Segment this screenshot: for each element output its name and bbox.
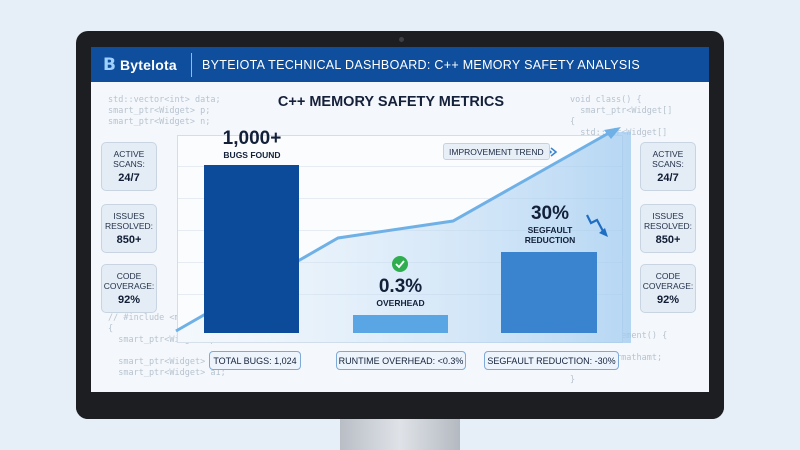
- code-snippet-top-left: std::vector<int> data; smart_ptr<Widget>…: [108, 95, 221, 127]
- check-mark-icon: [395, 260, 405, 269]
- stat-card-issues-resolved-right: ISSUES RESOLVED: 850+: [640, 204, 696, 253]
- bar-segfault-reduction[interactable]: [501, 252, 597, 333]
- bugs-found-value: 1,000+: [222, 128, 282, 149]
- segfault-reduction-pill: SEGFAULT REDUCTION: -30%: [484, 351, 619, 370]
- stat-label: ACTIVE SCANS:: [113, 149, 145, 169]
- chart-title: C++ MEMORY SAFETY METRICS: [277, 94, 505, 110]
- stat-card-active-scans-right: ACTIVE SCANS: 24/7: [640, 142, 696, 191]
- app-header: B Bytelota BYTEIOTA TECHNICAL DASHBOARD:…: [91, 47, 709, 82]
- improvement-trend-tag: IMPROVEMENT TREND: [443, 143, 550, 160]
- stat-label: ISSUES RESOLVED:: [643, 211, 693, 231]
- segfault-caption: SEGFAULT REDUCTION: [524, 225, 576, 245]
- dashboard-screen: B Bytelota BYTEIOTA TECHNICAL DASHBOARD:…: [91, 47, 709, 392]
- overhead-value: 0.3%: [378, 276, 423, 297]
- bar-overhead[interactable]: [353, 315, 448, 333]
- monitor-stand: [340, 419, 460, 450]
- total-bugs-pill: TOTAL BUGS: 1,024: [209, 351, 301, 370]
- stat-card-code-coverage-left: CODE COVERAGE: 92%: [101, 264, 157, 313]
- header-divider: [191, 52, 192, 77]
- stat-value: 92%: [117, 294, 141, 306]
- trend-tag-label: IMPROVEMENT TREND: [449, 146, 544, 157]
- bar-bugs-found[interactable]: [204, 165, 299, 333]
- stat-label: CODE COVERAGE:: [642, 271, 694, 291]
- logo-text: Bytelota: [119, 56, 177, 73]
- bar-label-overhead: 0.3% OVERHEAD: [353, 276, 448, 308]
- stat-label: ISSUES RESOLVED:: [104, 211, 154, 231]
- stat-value: 92%: [656, 294, 680, 306]
- trend-chart-svg: [175, 127, 631, 343]
- stat-label: CODE COVERAGE:: [103, 271, 155, 291]
- stat-card-issues-resolved-left: ISSUES RESOLVED: 850+: [101, 204, 157, 253]
- webcam-icon: [399, 37, 404, 42]
- down-trend-arrow-icon: [586, 214, 605, 234]
- stat-card-code-coverage-right: CODE COVERAGE: 92%: [640, 264, 696, 313]
- runtime-overhead-pill: RUNTIME OVERHEAD: <0.3%: [336, 351, 466, 370]
- monitor-chin: [76, 392, 724, 419]
- down-trend-arrowhead-icon: [599, 228, 608, 237]
- stat-value: 24/7: [118, 172, 140, 184]
- trend-arrowhead-icon: [604, 127, 621, 139]
- stat-label: ACTIVE SCANS:: [652, 149, 684, 169]
- bar-label-bugs: 1,000+ BUGS FOUND: [207, 128, 297, 160]
- trend-tag-chevrons-icon-2: [550, 147, 558, 157]
- stat-value: 850+: [116, 234, 142, 246]
- check-icon: [392, 256, 408, 272]
- segfault-value: 30%: [530, 203, 570, 224]
- brand-logo[interactable]: B Bytelota: [91, 55, 191, 75]
- stat-card-active-scans-left: ACTIVE SCANS: 24/7: [101, 142, 157, 191]
- bugs-found-caption: BUGS FOUND: [223, 150, 281, 160]
- grid-line: [178, 198, 622, 199]
- bar-label-segfault: 30% SEGFAULT REDUCTION: [505, 203, 595, 245]
- overhead-caption: OVERHEAD: [376, 298, 425, 308]
- stat-value: 24/7: [657, 172, 679, 184]
- grid-line: [178, 166, 622, 167]
- page-title: BYTEIOTA TECHNICAL DASHBOARD: C++ MEMORY…: [202, 57, 640, 72]
- logo-icon: B: [103, 54, 116, 75]
- stat-value: 850+: [655, 234, 681, 246]
